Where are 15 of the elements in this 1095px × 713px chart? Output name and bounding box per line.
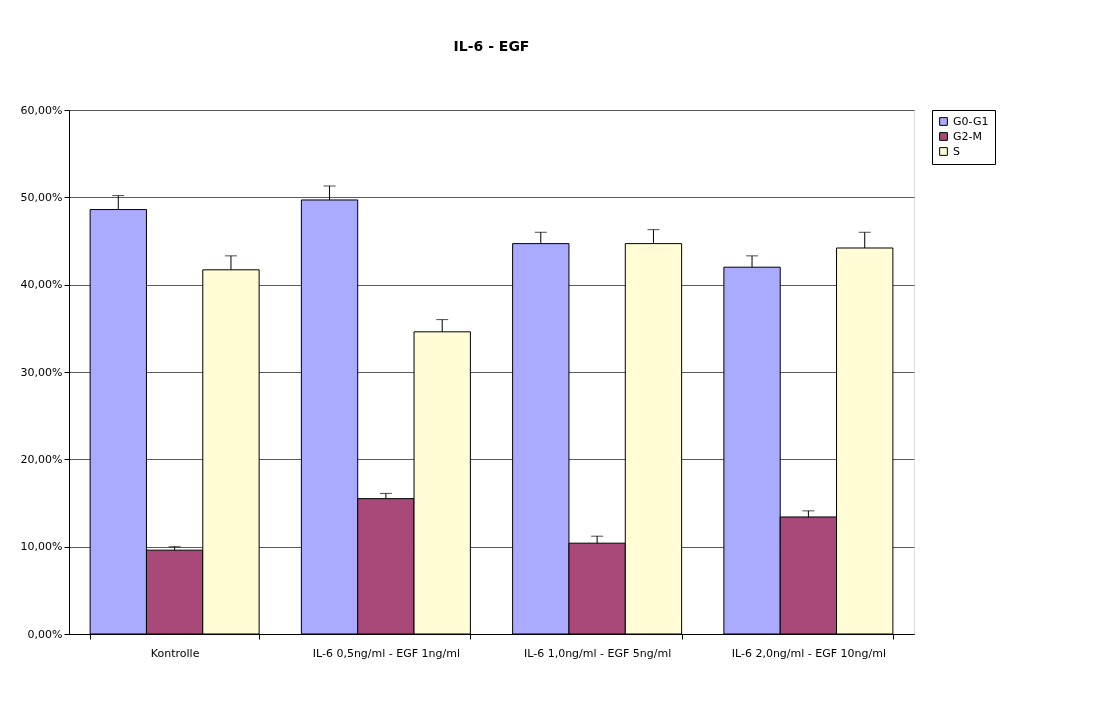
x-tick-label: IL-6 2,0ng/ml - EGF 10ng/ml xyxy=(731,646,887,660)
y-tick-label: 20,00% xyxy=(20,452,63,466)
y-tick-label: 0,00% xyxy=(27,627,63,641)
y-tick-label: 60,00% xyxy=(20,103,63,117)
legend-label: S xyxy=(953,144,960,158)
x-tick-label: IL-6 1,0ng/ml - EGF 5ng/ml xyxy=(523,646,672,660)
x-tick-label: Kontrolle xyxy=(150,646,200,660)
y-tick-label: 40,00% xyxy=(20,278,63,292)
y-tick-label: 10,00% xyxy=(20,540,63,554)
y-tick-label: 50,00% xyxy=(20,190,63,204)
x-tick-label: IL-6 0,5ng/ml - EGF 1ng/ml xyxy=(312,646,461,660)
y-tick-label: 30,00% xyxy=(20,365,63,379)
legend-label: G0-G1 xyxy=(953,114,989,128)
chart-title: IL-6 - EGF xyxy=(453,38,530,54)
legend-label: G2-M xyxy=(953,129,982,143)
